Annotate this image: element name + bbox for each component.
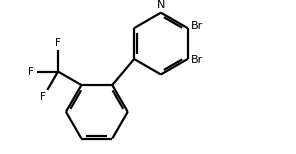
Text: N: N [157, 0, 165, 10]
Text: Br: Br [191, 55, 203, 65]
Text: F: F [55, 38, 61, 48]
Text: Br: Br [191, 21, 203, 31]
Text: F: F [28, 67, 34, 77]
Text: F: F [40, 92, 45, 102]
